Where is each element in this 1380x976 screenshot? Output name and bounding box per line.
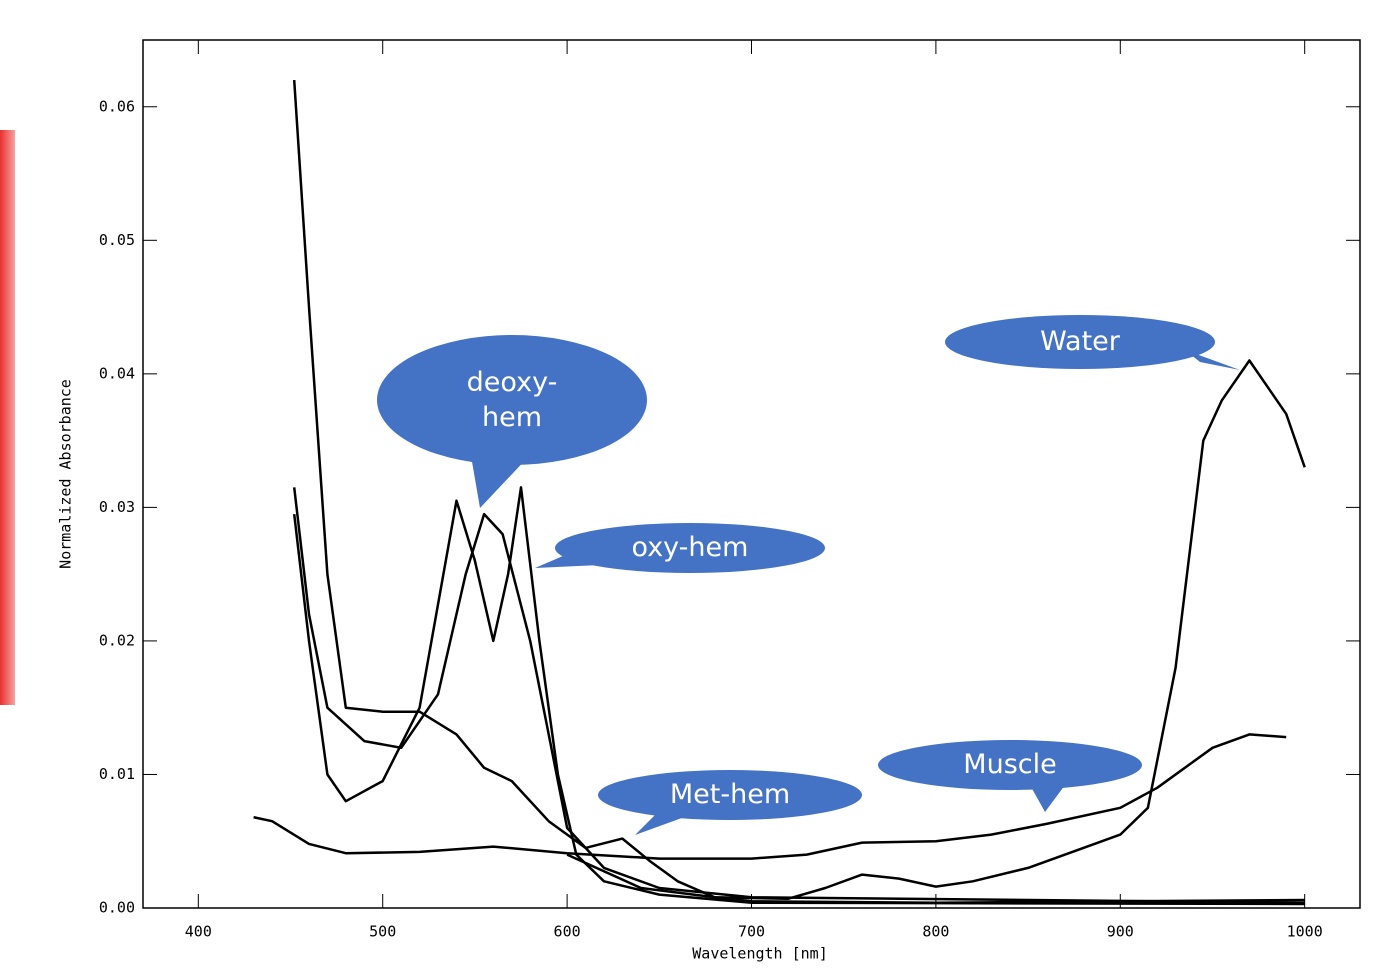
callout-bubble [598,770,862,820]
y-tick-label: 0.03 [99,498,135,516]
callout-tail [535,553,600,568]
callout-tail [1185,350,1240,370]
x-tick-label: 800 [922,923,949,941]
x-tick-label: 900 [1107,923,1134,941]
y-tick-label: 0.04 [99,364,135,382]
x-tick-label: 600 [554,923,581,941]
callout-text: Water [1040,326,1120,358]
callout-text: oxy-hem [631,532,749,564]
callout-text: Met-hem [669,779,791,811]
callout-text: Muscle [963,749,1057,781]
series-line [566,359,1306,900]
x-tick-label: 500 [369,923,396,941]
callout-bubble [377,335,647,465]
x-tick-label: 1000 [1287,923,1323,941]
callout-box: deoxy-hem [466,366,558,433]
callout-box: Met-hem [669,779,791,811]
callout-box: Muscle [963,749,1057,781]
y-tick-label: 0.06 [99,97,135,115]
callout-tail [1030,785,1065,812]
x-axis-label: Wavelength [nm] [692,945,827,963]
callout-bubble [555,523,825,573]
y-tick-label: 0.01 [99,765,135,783]
series-line [253,733,1287,860]
y-tick-label: 0.05 [99,231,135,249]
y-tick-label: 0.00 [99,899,135,917]
callout-box: oxy-hem [631,532,749,564]
callout-tail [635,810,690,835]
callout-box: Water [1040,326,1120,358]
callout-bubble [945,315,1215,369]
x-tick-label: 400 [185,923,212,941]
callout-text: deoxy-hem [466,366,558,433]
callout-tail [470,450,530,508]
x-tick-label: 700 [738,923,765,941]
background-strip [0,130,15,705]
y-tick-label: 0.02 [99,631,135,649]
series-line [292,486,1305,906]
y-axis-label: Normalized Absorbance [57,379,75,569]
callout-bubble [878,740,1142,790]
series-line [292,487,1305,904]
series-line [292,80,1305,904]
